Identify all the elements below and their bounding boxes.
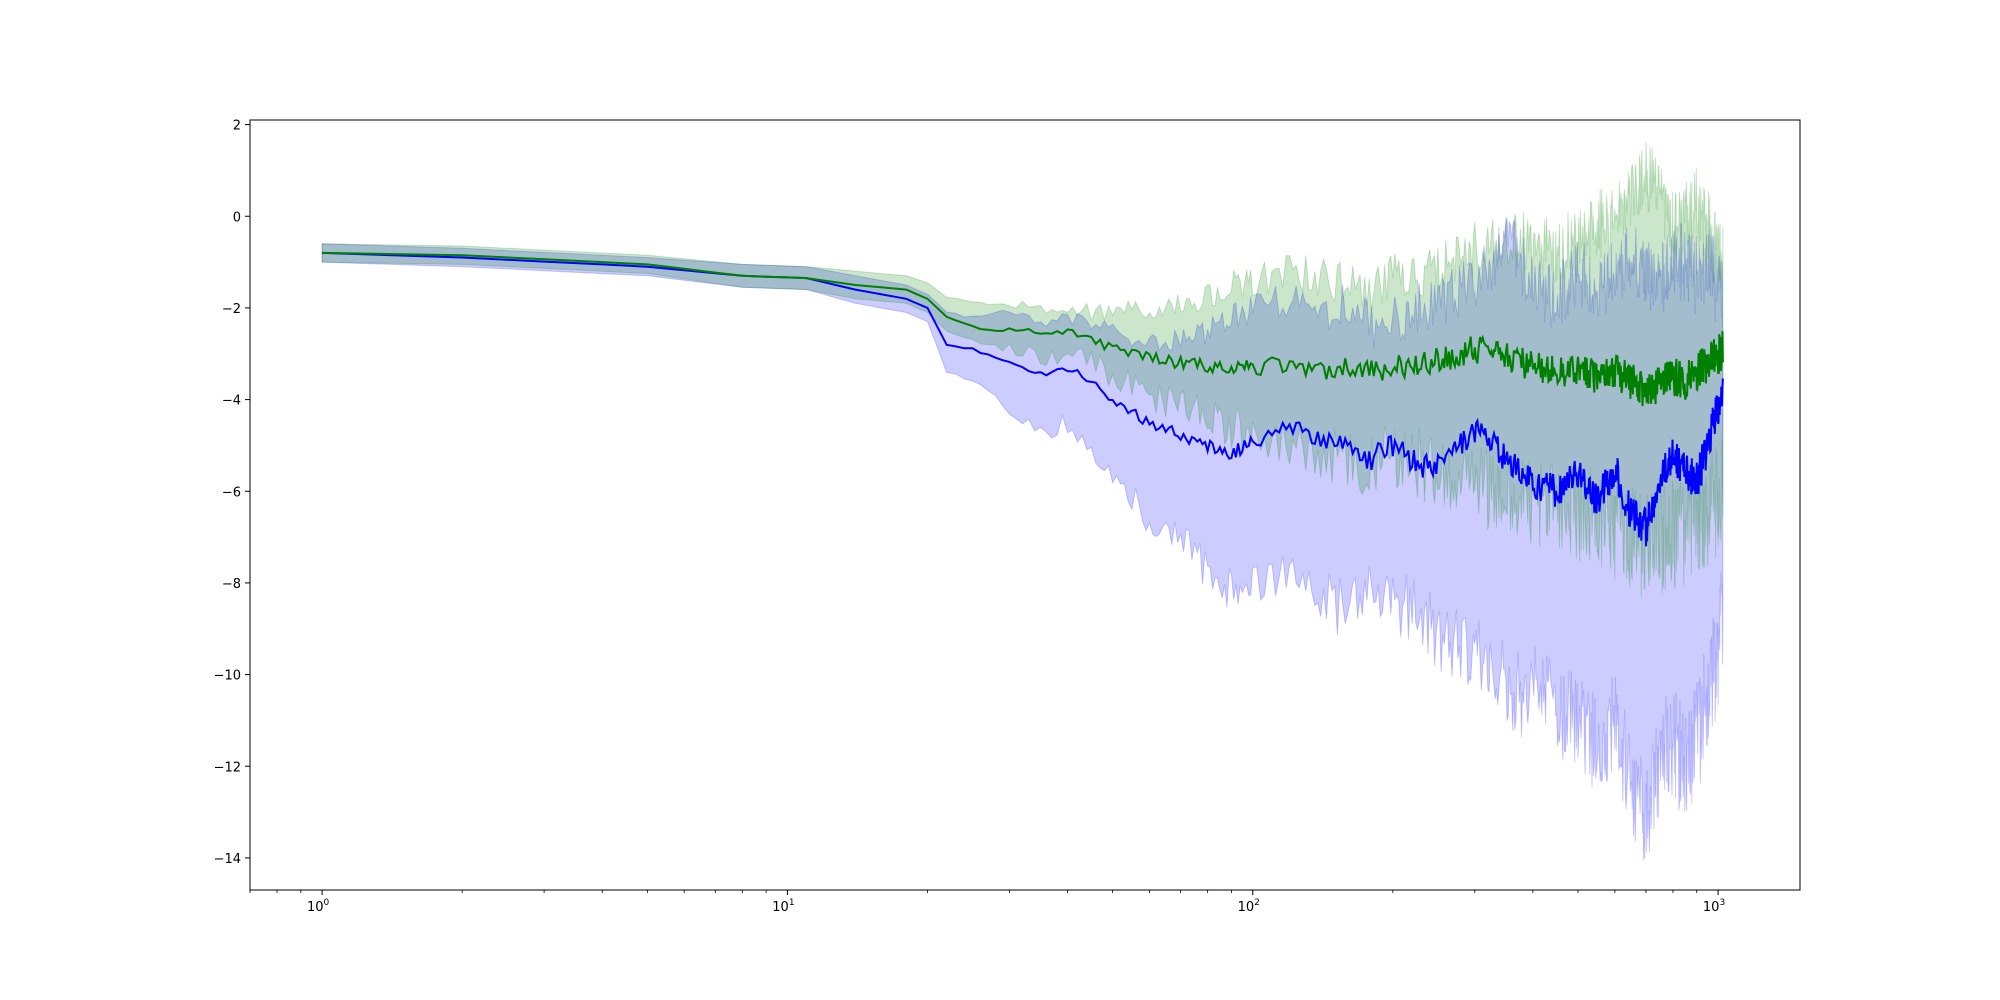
- x-axis: 100 101 102 103: [249, 890, 1725, 915]
- y-tick-label: −6: [222, 485, 241, 500]
- y-tick-label: 2: [233, 119, 241, 134]
- y-tick-label: −12: [214, 760, 241, 775]
- x-tick-label: 102: [1238, 898, 1260, 915]
- confidence-band-blue: [321, 217, 1724, 861]
- confidence-bands: [321, 141, 1724, 861]
- y-tick-label: −4: [222, 394, 241, 409]
- y-tick-label: 0: [233, 210, 241, 225]
- mean-lines: [322, 251, 1724, 547]
- x-tick-label: 103: [1703, 898, 1725, 915]
- mean-line-green: [322, 251, 1724, 407]
- plot-area-frame: [249, 119, 1801, 891]
- confidence-band-green: [321, 141, 1724, 598]
- mean-line-blue: [322, 251, 1724, 547]
- x-tick-label: 100: [307, 898, 330, 915]
- y-tick-label: −14: [214, 852, 241, 867]
- y-tick-label: −10: [214, 669, 241, 684]
- y-tick-label: −2: [222, 302, 241, 317]
- x-tick-label: 101: [772, 898, 794, 915]
- y-tick-label: −8: [222, 577, 241, 592]
- y-axis: 2 0 −2 −4 −6 −8 −10 −12 −14: [214, 119, 250, 867]
